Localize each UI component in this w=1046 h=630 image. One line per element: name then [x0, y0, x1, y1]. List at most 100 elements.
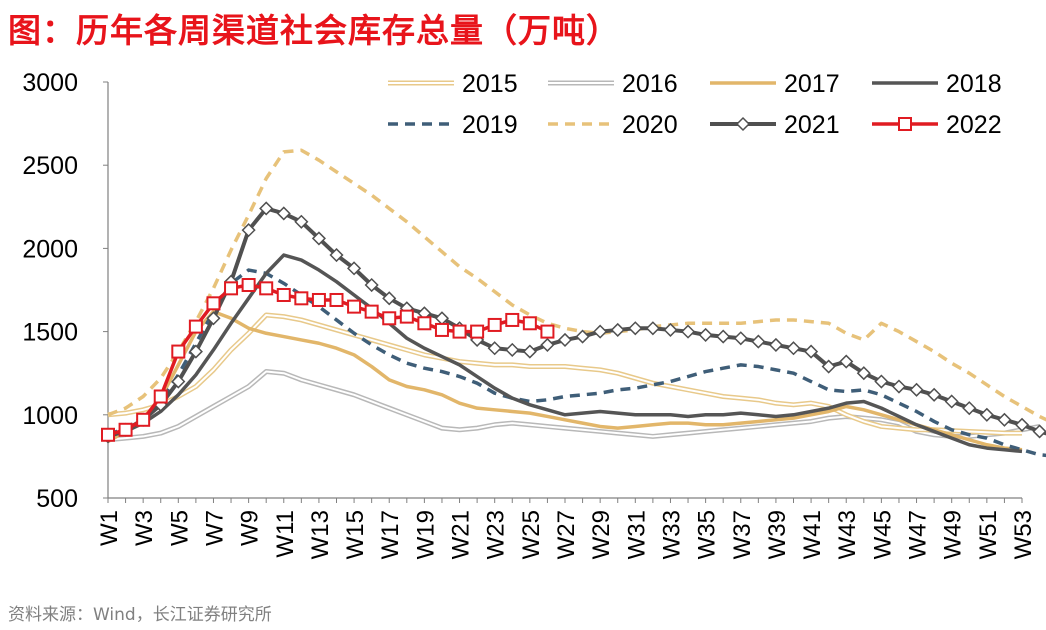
x-tick-label: W15 [342, 510, 369, 559]
x-tick-label: W19 [412, 510, 439, 559]
legend-marker [898, 117, 912, 131]
data-point-2021 [751, 334, 766, 349]
x-tick-label: W13 [307, 510, 334, 559]
data-point-2022 [118, 422, 133, 437]
data-point-2021 [628, 321, 643, 336]
data-point-2021 [593, 324, 608, 339]
data-point-2022 [311, 292, 326, 307]
data-point-2021 [276, 206, 291, 221]
data-point-2021 [839, 354, 854, 369]
data-point-2021 [698, 327, 713, 342]
data-point-2021 [311, 231, 326, 246]
data-point-2021 [505, 342, 520, 357]
data-point-2022 [470, 324, 485, 339]
data-point-2022 [522, 316, 537, 331]
data-point-2021 [522, 344, 537, 359]
data-point-2022 [188, 319, 203, 334]
data-point-2022 [452, 324, 467, 339]
y-tick-label: 2000 [22, 235, 78, 263]
data-point-2022 [505, 312, 520, 327]
data-point-2022 [224, 281, 239, 296]
data-point-2022 [276, 287, 291, 302]
data-point-2021 [997, 412, 1012, 427]
data-point-2021 [241, 223, 256, 238]
data-point-2021 [821, 359, 836, 374]
x-tick-label: W21 [448, 510, 475, 559]
data-point-2021 [856, 366, 871, 381]
x-tick-label: W35 [694, 510, 721, 559]
data-point-2021 [259, 201, 274, 216]
x-tick-label: W11 [272, 510, 299, 558]
legend-item-2017: 2017 [710, 70, 840, 98]
data-point-2022 [171, 344, 186, 359]
data-point-2021 [733, 331, 748, 346]
legend-label: 2019 [462, 111, 518, 139]
x-tick-label: W17 [377, 510, 404, 559]
data-point-2022 [294, 291, 309, 306]
x-tick-label: W5 [166, 510, 193, 546]
x-tick-label: W23 [483, 510, 510, 559]
data-point-2022 [347, 299, 362, 314]
data-point-2021 [382, 291, 397, 306]
legend-item-2021: 2021 [710, 111, 840, 139]
legend-label: 2020 [622, 111, 678, 139]
legend-item-2015: 2015 [388, 70, 518, 98]
x-tick-label: W51 [975, 510, 1002, 559]
legend-item-2018: 2018 [872, 70, 1002, 98]
legend-label: 2015 [462, 70, 518, 98]
data-point-2021 [557, 332, 573, 347]
data-point-2022 [136, 412, 151, 427]
data-point-2022 [329, 292, 344, 307]
x-tick-label: W7 [201, 510, 228, 546]
data-point-2021 [962, 401, 977, 416]
data-point-2022 [153, 389, 168, 404]
y-tick-label: 1000 [22, 402, 78, 430]
data-point-2022 [399, 309, 414, 324]
series-line-2022 [107, 283, 549, 437]
data-point-2022 [487, 317, 502, 332]
data-point-2021 [610, 322, 625, 337]
x-tick-label: W29 [588, 510, 615, 559]
series-line-inner-2015 [107, 313, 1022, 435]
data-point-2021 [768, 337, 783, 352]
data-point-2021 [487, 341, 502, 356]
data-point-2022 [364, 304, 379, 319]
data-point-2022 [101, 427, 115, 442]
x-tick-label: W33 [658, 510, 685, 559]
data-point-2021 [786, 341, 801, 356]
x-tick-label: W39 [764, 510, 791, 559]
x-tick-label: W37 [729, 510, 756, 559]
data-point-2021 [364, 277, 379, 293]
x-tick-label: W1 [96, 510, 123, 546]
x-tick-label: W31 [623, 510, 650, 559]
legend-item-2020: 2020 [548, 111, 678, 139]
data-point-2021 [575, 329, 590, 344]
series-line-2021 [107, 206, 1046, 439]
y-tick-label: 500 [36, 485, 78, 513]
data-point-2021 [171, 374, 186, 389]
data-point-2021 [944, 394, 959, 409]
x-tick-label: W3 [131, 510, 158, 546]
series-line-inner-2016 [107, 370, 1040, 441]
source-note: 资料来源：Wind，长江证券研究所 [8, 605, 272, 625]
data-point-2021 [891, 379, 907, 394]
data-point-2022 [382, 311, 397, 326]
y-tick-label: 2500 [22, 152, 78, 180]
x-tick-label: W9 [237, 510, 264, 546]
data-point-2021 [1014, 417, 1030, 432]
y-tick-label: 3000 [22, 69, 78, 97]
data-point-2021 [909, 382, 924, 397]
data-point-2021 [874, 374, 889, 389]
data-point-2021 [680, 324, 696, 339]
data-point-2022 [540, 324, 555, 339]
series-line-2017 [107, 309, 1023, 452]
x-tick-label: W43 [834, 510, 861, 559]
x-tick-label: W41 [799, 510, 826, 559]
legend-label: 2021 [784, 111, 840, 139]
data-point-2021 [188, 344, 203, 359]
page-title: 图：历年各周渠道社会库存总量（万吨） [8, 11, 620, 50]
legend-marker [735, 116, 751, 132]
legend-label: 2016 [622, 70, 678, 98]
x-tick-label: W47 [905, 510, 932, 559]
series-line-2019 [107, 268, 1046, 458]
